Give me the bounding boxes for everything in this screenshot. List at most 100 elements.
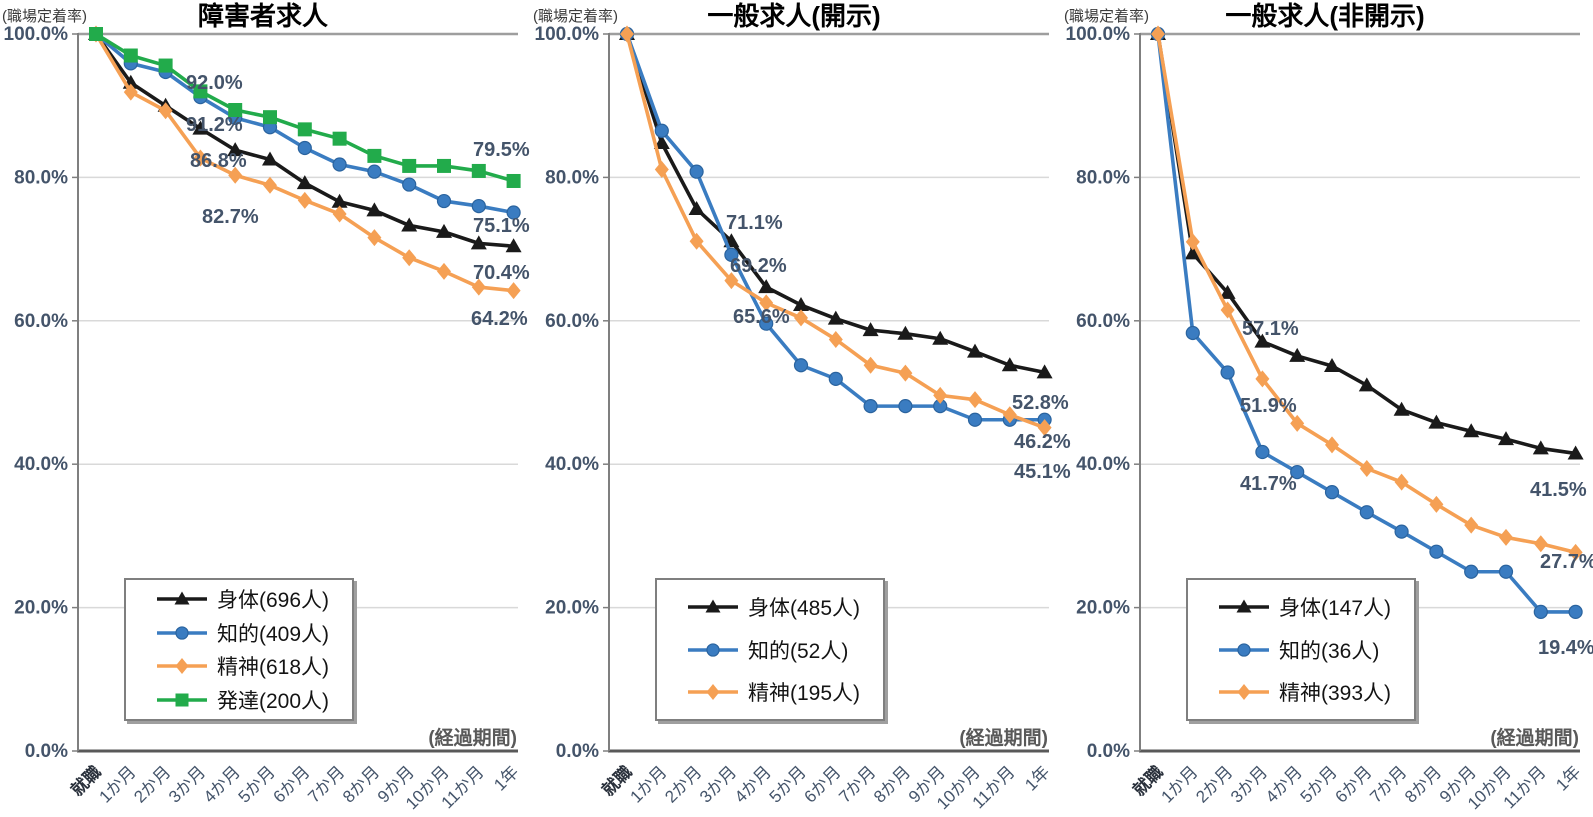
legend-marker [175,658,189,675]
legend-item: 知的(52人) [687,635,883,665]
series-marker-0 [1036,364,1053,379]
data-label: 91.2% [186,114,243,136]
legend-label: 精神(618人) [217,656,330,680]
series-marker-2 [1429,495,1444,513]
series-marker-2 [471,278,486,296]
series-marker-3 [228,103,243,118]
series-marker-2 [1533,535,1548,553]
series-marker-2 [158,102,173,120]
series-marker-0 [436,223,452,238]
x-tick-label: 1か月 [626,762,670,806]
chart-panel-general-jobs-undisclosed: (職場定着率) 一般求人(非開示) 100.0% 80.0% 60.0% 40.0% 2… [1062,0,1593,817]
chart-panel-disability-jobs: (職場定着率) 障害者求人 100.0% 80.0% 60.0% 40.0% 20.0%… [0,0,531,817]
series-marker-0 [1463,423,1480,438]
x-tick-label: 6か月 [1331,762,1375,806]
series-marker-2 [1568,543,1583,561]
y-tick-label: 0.0% [556,741,599,762]
y-tick-label: 60.0% [545,311,599,332]
legend-marker [706,683,720,700]
circle-legend-icon [1219,642,1269,657]
series-marker-3 [402,158,417,173]
x-tick-label: 5か月 [766,762,810,806]
x-tick-label: 1年 [1552,762,1584,794]
series-marker-2 [724,272,739,290]
y-tick-label: 100.0% [535,24,600,45]
legend-item: 知的(409人) [156,618,352,648]
series-marker-3 [263,110,277,125]
series-marker-0 [862,322,879,337]
legend-item: 精神(618人) [156,651,352,681]
x-axis-caption: (経過期間) [1490,728,1579,749]
square-legend-icon [157,693,207,707]
legend-box: 身体(696人) 知的(409人) 精神(618人) 発達(200人) [124,578,354,721]
series-marker-0 [1393,401,1410,416]
series-marker-1 [332,157,347,172]
series-marker-3 [158,58,173,73]
y-tick-label: 80.0% [1076,167,1130,188]
circle-legend-icon [157,625,207,640]
series-marker-2 [863,356,878,374]
series-marker-2 [689,232,704,250]
y-tick-label: 40.0% [545,454,599,475]
legend-item: 知的(36人) [1218,635,1414,665]
series-marker-3 [367,148,382,163]
x-tick-label: 7か月 [835,762,879,806]
legend-label: 知的(409人) [217,622,330,646]
x-tick-label: 8か月 [339,762,383,806]
data-label: 19.4% [1538,637,1593,659]
series-marker-2 [402,249,417,267]
y-tick-label: 0.0% [25,741,68,762]
series-marker-1 [654,123,669,138]
series-marker-1 [367,164,382,179]
series-marker-3 [123,48,138,63]
series-marker-0 [505,238,522,253]
series-marker-3 [332,131,347,146]
series-marker-1 [863,399,878,414]
series-marker-1 [1359,505,1374,520]
y-tick-label: 20.0% [1076,598,1130,619]
series-marker-1 [724,247,739,262]
chart-panel-general-jobs-disclosed: (職場定着率) 一般求人(開示) 100.0% 80.0% 60.0% 40.0% 20… [531,0,1071,817]
series-marker-0 [932,330,949,345]
x-tick-label: 4か月 [731,762,775,806]
legend-item: 精神(195人) [687,677,883,707]
series-marker-2 [1464,516,1479,534]
series-marker-2 [297,191,312,209]
series-marker-3 [89,27,103,41]
data-label: 52.8% [1012,392,1069,414]
series-marker-1 [689,164,704,179]
series-marker-2 [263,176,277,194]
y-tick-label: 100.0% [4,24,69,45]
series-marker-2 [654,161,669,179]
series-marker-1 [1185,325,1200,341]
series-marker-0 [366,202,383,217]
series-line-1 [1156,32,1578,614]
series-marker-1 [898,399,913,414]
series-marker-2 [1151,25,1165,43]
y-tick-label: 20.0% [545,598,599,619]
series-marker-0 [1358,377,1375,392]
legend-label: 身体(485人) [748,597,861,621]
series-marker-1 [1255,444,1270,460]
series-marker-0 [1184,245,1201,260]
series-marker-1 [1498,564,1514,579]
series-marker-0 [1567,445,1584,460]
y-axis-caption: (職場定着率) [2,8,87,25]
data-label: 86.8% [190,150,247,172]
x-tick-label: 7か月 [304,762,348,806]
series-marker-0 [793,297,809,312]
series-marker-2 [367,229,382,247]
y-tick-label: 80.0% [545,167,599,188]
legend-marker [705,599,721,613]
y-axis-caption: (職場定着率) [533,8,618,25]
series-marker-2 [1037,419,1052,437]
series-marker-3 [437,158,451,173]
series-marker-2 [794,309,808,327]
x-tick-label: 1年 [1021,762,1053,794]
series-marker-0 [192,120,209,135]
series-marker-2 [620,25,634,43]
legend-label: 身体(147人) [1279,597,1392,621]
series-marker-0 [1289,347,1306,362]
x-tick-label: 1か月 [95,762,139,806]
series-marker-2 [828,330,843,348]
